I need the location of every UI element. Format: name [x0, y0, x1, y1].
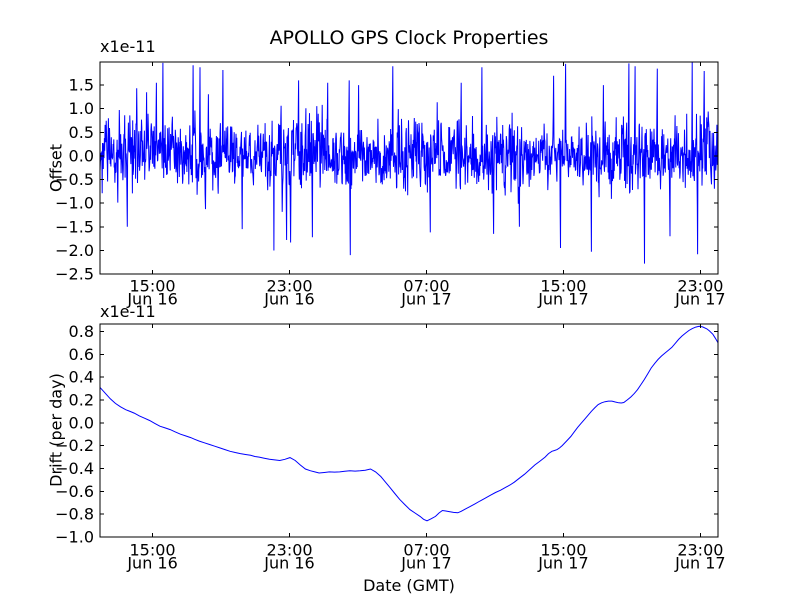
drift-xtick-date-label: Jun 16 — [126, 554, 177, 573]
offset-ytick-label: 0.0 — [69, 146, 94, 165]
drift-xtick-date-label: Jun 17 — [537, 554, 588, 573]
offset-tick-labels: 1.51.00.50.0−0.5−1.0−1.5−2.0−2.515:00Jun… — [55, 76, 725, 309]
drift-xtick-time-label: 07:00 — [403, 541, 449, 560]
x-axis-label: Date (GMT) — [363, 576, 455, 595]
offset-xtick-time-label: 07:00 — [403, 277, 449, 296]
offset-xtick-time-label: 23:00 — [266, 277, 312, 296]
drift-series-line — [100, 325, 718, 522]
chart-title: APOLLO GPS Clock Properties — [269, 27, 549, 49]
drift-xtick-time-label: 23:00 — [266, 541, 312, 560]
drift-ytick-label: 0.4 — [69, 368, 94, 387]
drift-ytick-label: 0.0 — [69, 413, 94, 432]
offset-ytick-label: 1.0 — [69, 99, 94, 118]
offset-xtick-time-label: 15:00 — [540, 277, 586, 296]
offset-ytick-label: 1.5 — [69, 76, 94, 95]
drift-axes: 0.8 0.6 0.4 0.2 0.0 −0.2 −0.4 −0.6 −0.8 −1.0 15:00… — [55, 322, 725, 573]
offset-ytick-label: −0.5 — [55, 170, 94, 189]
offset-axes: 1.51.00.50.0−0.5−1.0−1.5−2.0−2.515:00Jun… — [55, 61, 726, 309]
drift-ytick-label: −0.8 — [55, 505, 94, 524]
drift-ytick-label: 0.6 — [69, 345, 94, 364]
drift-ytick-label: 0.2 — [69, 390, 94, 409]
drift-ytick-label: 0.8 — [69, 322, 94, 341]
offset-plot-frame — [99, 61, 719, 275]
offset-series-line — [100, 62, 718, 264]
drift-tick-labels: 0.8 0.6 0.4 0.2 0.0 −0.2 −0.4 −0.6 −0.8 −1.0 15:00… — [55, 322, 725, 573]
drift-ytick-label: −0.6 — [55, 482, 94, 501]
offset-ytick-label: −1.5 — [55, 217, 94, 236]
offset-xtick-date-label: Jun 16 — [263, 290, 314, 309]
drift-xtick-date-label: Jun 16 — [263, 554, 314, 573]
offset-y-axis-label-text: Offset — [46, 143, 66, 193]
offset-xtick-date-label: Jun 16 — [126, 290, 177, 309]
offset-ytick-label: −1.0 — [55, 194, 94, 213]
drift-xtick-date-label: Jun 17 — [674, 554, 725, 573]
offset-ytick-label: 0.5 — [69, 123, 94, 142]
drift-scale-label: x1e-11 — [100, 302, 156, 321]
offset-xtick-time-label: 15:00 — [130, 277, 176, 296]
drift-xtick-time-label: 23:00 — [677, 541, 723, 560]
drift-ytick-label: −0.4 — [55, 459, 94, 478]
offset-xtick-date-label: Jun 17 — [537, 290, 588, 309]
offset-ticks — [100, 62, 718, 275]
offset-xtick-time-label: 23:00 — [677, 277, 723, 296]
drift-xtick-time-label: 15:00 — [130, 541, 176, 560]
offset-scale-label: x1e-11 — [100, 37, 156, 56]
offset-xtick-date-label: Jun 17 — [674, 290, 725, 309]
drift-xtick-time-label: 15:00 — [540, 541, 586, 560]
drift-ytick-label: −1.0 — [55, 528, 94, 547]
drift-xtick-date-label: Jun 17 — [400, 554, 451, 573]
drift-ticks — [100, 324, 718, 538]
drift-ytick-label: −0.2 — [55, 436, 94, 455]
offset-ytick-label: −2.0 — [55, 241, 94, 260]
offset-xtick-date-label: Jun 17 — [400, 290, 451, 309]
drift-y-axis-label-text: Drift (per day) — [46, 373, 66, 487]
offset-ytick-label: −2.5 — [55, 265, 94, 284]
drift-plot-frame — [99, 323, 719, 538]
